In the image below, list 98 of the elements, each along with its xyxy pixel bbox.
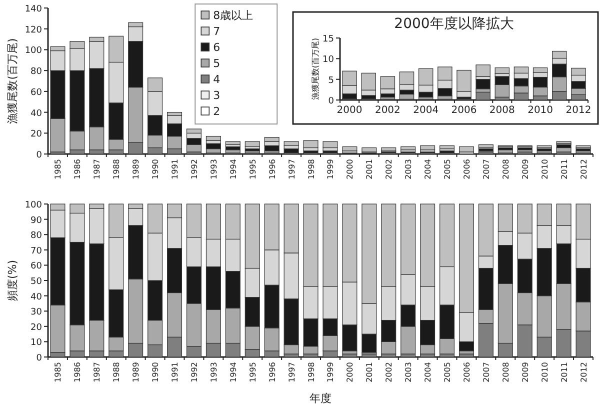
x-tick-label: 2000	[346, 362, 355, 382]
x-tick-label: 2006	[451, 105, 477, 116]
y-tick-label: 60	[30, 88, 42, 98]
x-tick-label: 2002	[384, 159, 394, 180]
legend-label: 4	[213, 73, 220, 86]
x-tick-label: 1996	[268, 159, 277, 180]
x-tick-label: 2003	[404, 159, 414, 180]
y-axis-title: 漁獲尾数(百万尾)	[6, 38, 19, 124]
y-tick-label: 60	[30, 262, 42, 272]
x-tick-label: 1987	[92, 362, 102, 382]
y-tick-label: 80	[30, 67, 42, 78]
x-tick-label: 1986	[73, 362, 82, 382]
x-tick-label: 2008	[501, 362, 510, 382]
x-tick-label: 1991	[170, 159, 180, 180]
y-tick-label: 10	[322, 55, 334, 66]
x-tick-label: 2002	[384, 362, 394, 382]
chart-title: 2000年度以降拡大	[394, 16, 514, 32]
x-tick-label: 1987	[92, 159, 102, 180]
y-tick-label: 120	[24, 25, 42, 36]
x-tick-label: 2010	[540, 159, 550, 180]
x-tick-label: 1997	[287, 362, 296, 382]
x-tick-label: 2011	[560, 159, 569, 180]
x-tick-label: 1985	[54, 362, 63, 382]
x-tick-label: 2005	[443, 159, 452, 180]
legend-label: 3	[213, 89, 220, 102]
y-tick-label: 70	[30, 246, 42, 256]
y-axis-title: 頻度(%)	[6, 260, 19, 302]
x-tick-label: 1998	[306, 159, 316, 180]
x-tick-label: 2010	[528, 105, 554, 116]
y-tick-label: 5	[328, 76, 334, 86]
x-tick-label: 2003	[404, 362, 414, 382]
x-tick-label: 1995	[248, 362, 258, 382]
x-tick-label: 1998	[306, 362, 316, 382]
x-tick-label: 2005	[443, 362, 452, 382]
x-tick-label: 1994	[228, 159, 238, 180]
y-tick-label: 30	[30, 308, 42, 318]
legend-label: 7	[213, 25, 220, 38]
x-tick-label: 2007	[482, 159, 491, 180]
legend-label: 6	[213, 41, 220, 54]
x-tick-label: 1996	[268, 362, 277, 382]
y-tick-label: 80	[30, 231, 42, 242]
y-axis-title: 漁獲尾数(百万尾)	[311, 38, 320, 100]
x-tick-label: 2007	[482, 362, 491, 382]
x-tick-label: 1988	[112, 159, 122, 180]
y-tick-label: 50	[30, 277, 42, 287]
x-tick-label: 2011	[560, 362, 569, 382]
x-tick-label: 1997	[287, 159, 296, 180]
x-tick-label: 2012	[579, 159, 588, 180]
y-tick-label: 20	[30, 130, 42, 140]
x-tick-label: 1993	[209, 362, 218, 382]
x-tick-label: 1999	[326, 362, 336, 382]
x-tick-label: 2006	[462, 159, 472, 180]
x-tick-label: 1989	[132, 362, 141, 382]
x-axis-title: 年度	[310, 392, 332, 405]
x-tick-label: 1985	[54, 159, 63, 180]
x-tick-label: 1989	[132, 159, 141, 180]
y-tick-label: 100	[24, 46, 42, 56]
x-tick-label: 2012	[566, 105, 592, 116]
x-tick-label: 2009	[520, 159, 530, 180]
y-tick-label: 40	[30, 108, 42, 119]
x-tick-label: 1991	[170, 362, 180, 382]
y-tick-label: 0	[328, 96, 334, 106]
x-tick-label: 2002	[374, 105, 400, 116]
y-tick-label: 0	[36, 354, 42, 364]
x-tick-label: 2004	[424, 362, 433, 382]
x-tick-label: 1990	[151, 362, 160, 382]
y-tick-label: 20	[30, 322, 42, 333]
y-tick-label: 40	[30, 292, 42, 302]
x-tick-label: 1993	[209, 159, 218, 180]
x-tick-label: 1988	[112, 362, 122, 382]
x-tick-label: 2006	[462, 362, 472, 382]
y-tick-label: 140	[24, 4, 42, 14]
y-tick-label: 0	[36, 150, 42, 160]
x-tick-label: 1999	[326, 159, 336, 180]
legend-label: 8歳以上	[213, 9, 254, 22]
x-tick-label: 1986	[73, 159, 82, 180]
y-tick-label: 15	[322, 34, 334, 44]
y-tick-label: 90	[30, 216, 42, 226]
x-tick-label: 2004	[413, 105, 439, 116]
x-tick-label: 1995	[248, 159, 258, 180]
x-tick-label: 2009	[520, 362, 530, 382]
x-tick-label: 2010	[540, 362, 550, 382]
y-tick-label: 10	[30, 338, 42, 348]
legend-label: 5	[213, 57, 220, 70]
x-tick-label: 1994	[228, 362, 238, 382]
x-tick-label: 2001	[365, 362, 374, 382]
x-tick-label: 2001	[365, 159, 374, 180]
x-tick-label: 1992	[190, 362, 199, 382]
x-tick-label: 1992	[190, 159, 199, 180]
x-tick-label: 2000	[346, 159, 355, 180]
legend-label: 2	[213, 105, 220, 118]
x-tick-label: 2008	[489, 105, 515, 116]
x-tick-label: 2012	[579, 362, 588, 382]
x-tick-label: 2000	[336, 105, 362, 116]
x-tick-label: 1990	[151, 159, 160, 180]
x-tick-label: 2004	[424, 159, 433, 180]
y-tick-label: 100	[24, 200, 42, 210]
x-tick-label: 2008	[501, 159, 510, 180]
